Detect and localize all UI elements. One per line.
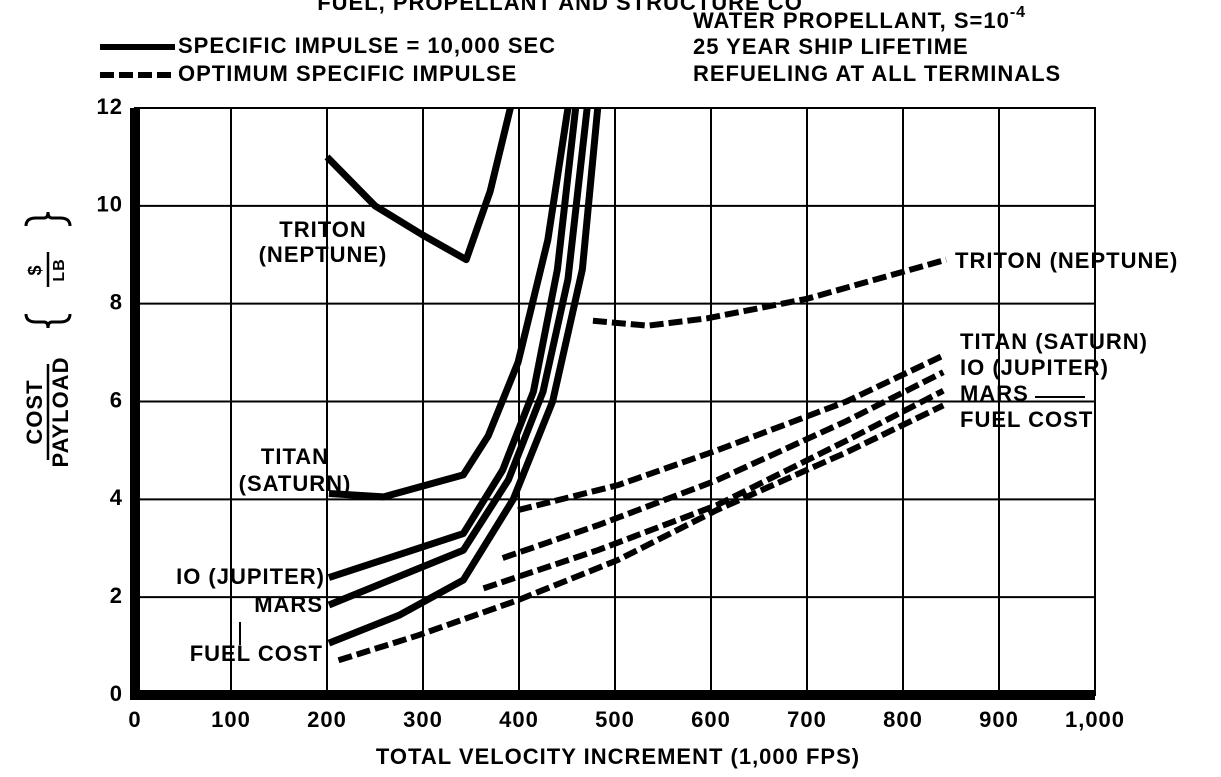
x-tick-label: 300 [403, 707, 443, 732]
y-tick-label: 0 [110, 681, 123, 706]
curve [328, 108, 572, 501]
x-tick-label: 900 [979, 707, 1019, 732]
curve [324, 108, 514, 264]
x-tick-label: 800 [883, 707, 923, 732]
x-tick-label: 400 [499, 707, 539, 732]
y-label-numerator: COST [22, 379, 47, 444]
curve-label: TITAN [261, 444, 329, 469]
curve-label: (NEPTUNE) [259, 242, 388, 267]
legend-label: OPTIMUM SPECIFIC IMPULSE [178, 61, 517, 86]
curve [517, 352, 945, 514]
brace [24, 313, 72, 329]
curve-label: IO (JUPITER) [176, 564, 325, 589]
curve [327, 108, 602, 647]
x-tick-label: 600 [691, 707, 731, 732]
curve [482, 388, 945, 592]
note-sup: -4 [1010, 4, 1026, 21]
curve-label: (SATURN) [239, 471, 352, 496]
curve-label: TITAN (SATURN) [960, 329, 1148, 354]
plot-area [324, 108, 948, 664]
curve-label: FUEL COST [190, 641, 323, 666]
x-tick-label: 0 [128, 707, 141, 732]
curve-label: TRITON (NEPTUNE) [955, 248, 1178, 273]
y-label-denominator: PAYLOAD [48, 357, 73, 468]
x-axis-label: TOTAL VELOCITY INCREMENT (1,000 FPS) [376, 744, 860, 769]
y-tick-label: 8 [110, 289, 123, 314]
curve-label: FUEL COST [960, 407, 1093, 432]
curve-label: IO (JUPITER) [960, 355, 1109, 380]
y-tick-label: 4 [110, 485, 123, 510]
legend-label: SPECIFIC IMPULSE = 10,000 SEC [178, 33, 556, 58]
note: WATER PROPELLANT, S=10-4 [693, 4, 1026, 33]
note-text: WATER PROPELLANT, S=10 [693, 8, 1010, 33]
y-tick-label: 6 [110, 387, 123, 412]
curve [327, 108, 591, 609]
y-label-unit-den: LB [51, 258, 68, 281]
x-tick-label: 200 [307, 707, 347, 732]
y-tick-label: 10 [97, 192, 123, 217]
y-tick-label: 12 [97, 94, 123, 119]
x-tick-label: 500 [595, 707, 635, 732]
y-tick-label: 2 [110, 583, 123, 608]
curve-label: MARS [254, 592, 323, 617]
curve-label: TRITON [279, 217, 366, 242]
curve [592, 256, 948, 329]
chart-title: FUEL, PROPELLANT AND STRUCTURE CO [317, 0, 803, 15]
y-axis-label: COST PAYLOAD $ LB [22, 211, 73, 468]
note: 25 YEAR SHIP LIFETIME [693, 34, 969, 59]
note: REFUELING AT ALL TERMINALS [693, 61, 1061, 86]
x-tick-label: 700 [787, 707, 827, 732]
curve-label: MARS [960, 381, 1029, 406]
brace [24, 211, 72, 227]
x-tick-label: 100 [211, 707, 251, 732]
curve [337, 402, 945, 664]
curve [327, 108, 580, 581]
x-tick-label: 1,000 [1065, 707, 1125, 732]
curve [501, 369, 945, 561]
y-label-unit-num: $ [25, 264, 45, 275]
